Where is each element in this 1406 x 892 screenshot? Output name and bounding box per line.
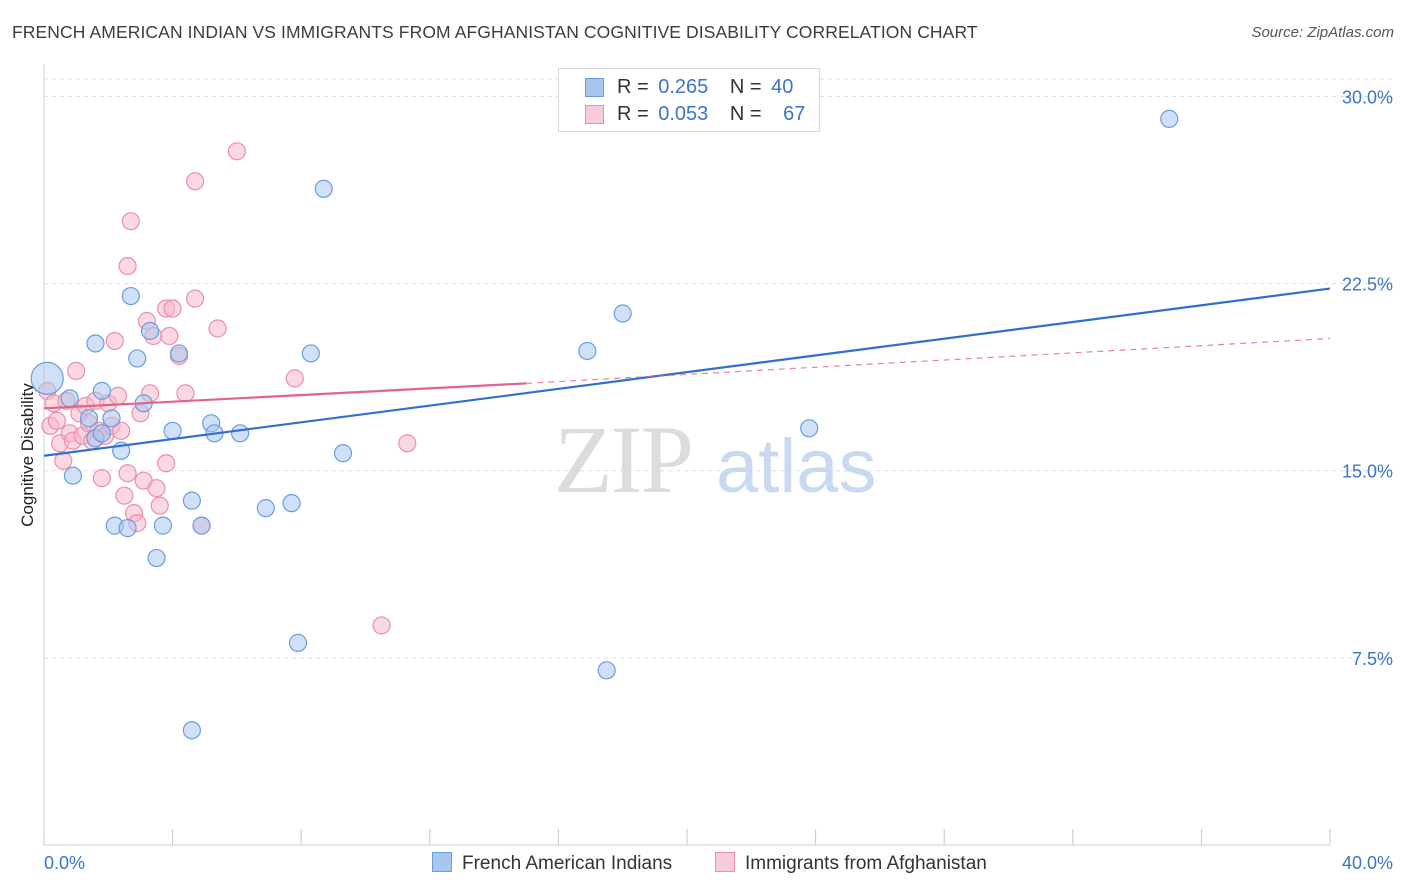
data-point	[256, 499, 275, 518]
data-point	[157, 454, 176, 473]
axes	[43, 64, 1331, 846]
legend-n-label: N =	[729, 76, 762, 98]
trend-lines	[43, 287, 1331, 457]
data-point	[112, 421, 131, 440]
data-point	[597, 661, 616, 680]
data-point	[118, 257, 137, 276]
data-point	[182, 491, 201, 510]
trend-line-pink	[43, 382, 527, 410]
data-point	[63, 466, 83, 485]
series-swatch-pink	[715, 852, 735, 872]
legend-n-value: 40	[771, 76, 794, 98]
legend-r-label: R =	[617, 103, 649, 125]
data-point	[800, 419, 819, 438]
data-point	[227, 142, 246, 161]
watermark-atlas: atlas	[716, 424, 877, 509]
data-point	[169, 344, 189, 363]
series-name-pink: Immigrants from Afghanistan	[745, 853, 987, 874]
x-tick-label: 0.0%	[44, 853, 85, 873]
data-point	[147, 479, 166, 498]
series-legend-blue: French American Indians	[432, 852, 672, 875]
data-point	[301, 344, 320, 363]
data-point	[186, 172, 205, 191]
x-tick-label: 40.0%	[1342, 853, 1393, 873]
y-tick-label: 30.0%	[1342, 87, 1393, 107]
series-swatch-blue	[432, 852, 452, 872]
data-point	[186, 289, 205, 308]
data-point	[128, 349, 147, 368]
source-label: Source: ZipAtlas.com	[1251, 24, 1394, 41]
data-point	[153, 516, 173, 535]
data-point	[231, 424, 250, 443]
data-point	[282, 494, 301, 513]
data-point	[398, 434, 417, 453]
trend-line-pink-extension	[526, 337, 1331, 384]
data-point	[67, 361, 86, 381]
data-point	[102, 409, 121, 428]
data-point	[163, 421, 182, 440]
data-point	[314, 179, 333, 198]
data-point	[115, 486, 134, 505]
data-point	[182, 721, 201, 740]
data-point	[160, 326, 179, 346]
data-point	[121, 286, 140, 306]
y-tick-label: 7.5%	[1352, 649, 1393, 669]
data-point	[30, 361, 64, 395]
watermark: ZIP atlas	[554, 406, 877, 513]
data-point	[147, 548, 166, 568]
data-point	[60, 389, 79, 408]
legend-n-label: N =	[729, 103, 762, 125]
correlation-legend: R = 0.265 N = 40 R = 0.053 N = 67	[558, 68, 820, 132]
legend-r-label: R =	[617, 76, 649, 98]
data-point	[140, 321, 160, 341]
y-tick-label: 22.5%	[1342, 275, 1393, 295]
chart-title: FRENCH AMERICAN INDIAN VS IMMIGRANTS FRO…	[12, 22, 978, 42]
data-point	[47, 411, 66, 430]
data-point	[163, 299, 182, 318]
data-point	[150, 496, 169, 515]
data-point	[208, 319, 227, 338]
data-point	[105, 331, 124, 351]
data-point	[79, 409, 99, 428]
data-point	[92, 424, 111, 443]
series-name-blue: French American Indians	[462, 853, 673, 874]
legend-r-value: 0.053	[658, 103, 709, 125]
data-point	[1160, 109, 1179, 128]
data-point	[86, 334, 105, 353]
data-point	[613, 304, 632, 323]
tick-labels: 7.5% 15.0% 22.5% 30.0% 0.0% 40.0%	[44, 87, 1393, 873]
data-point	[285, 369, 304, 388]
blue-series-points	[30, 109, 1179, 740]
data-point	[92, 469, 111, 488]
data-point	[288, 633, 308, 652]
data-point	[333, 444, 353, 463]
legend-swatch-blue	[585, 78, 604, 97]
legend-n-value: 67	[783, 103, 806, 125]
data-point	[118, 464, 137, 483]
legend-swatch-pink	[585, 105, 604, 124]
watermark-zip: ZIP	[554, 406, 692, 513]
trend-line-blue	[43, 287, 1331, 457]
data-point	[108, 386, 128, 405]
data-point	[92, 381, 111, 400]
data-point	[372, 616, 391, 635]
data-point	[192, 516, 211, 535]
data-point	[176, 384, 195, 403]
data-point	[121, 212, 140, 231]
series-legend-pink: Immigrants from Afghanistan	[715, 852, 987, 875]
data-point	[118, 519, 137, 538]
y-tick-label: 15.0%	[1342, 462, 1393, 482]
legend-r-value: 0.265	[658, 76, 709, 98]
data-point	[578, 341, 597, 361]
